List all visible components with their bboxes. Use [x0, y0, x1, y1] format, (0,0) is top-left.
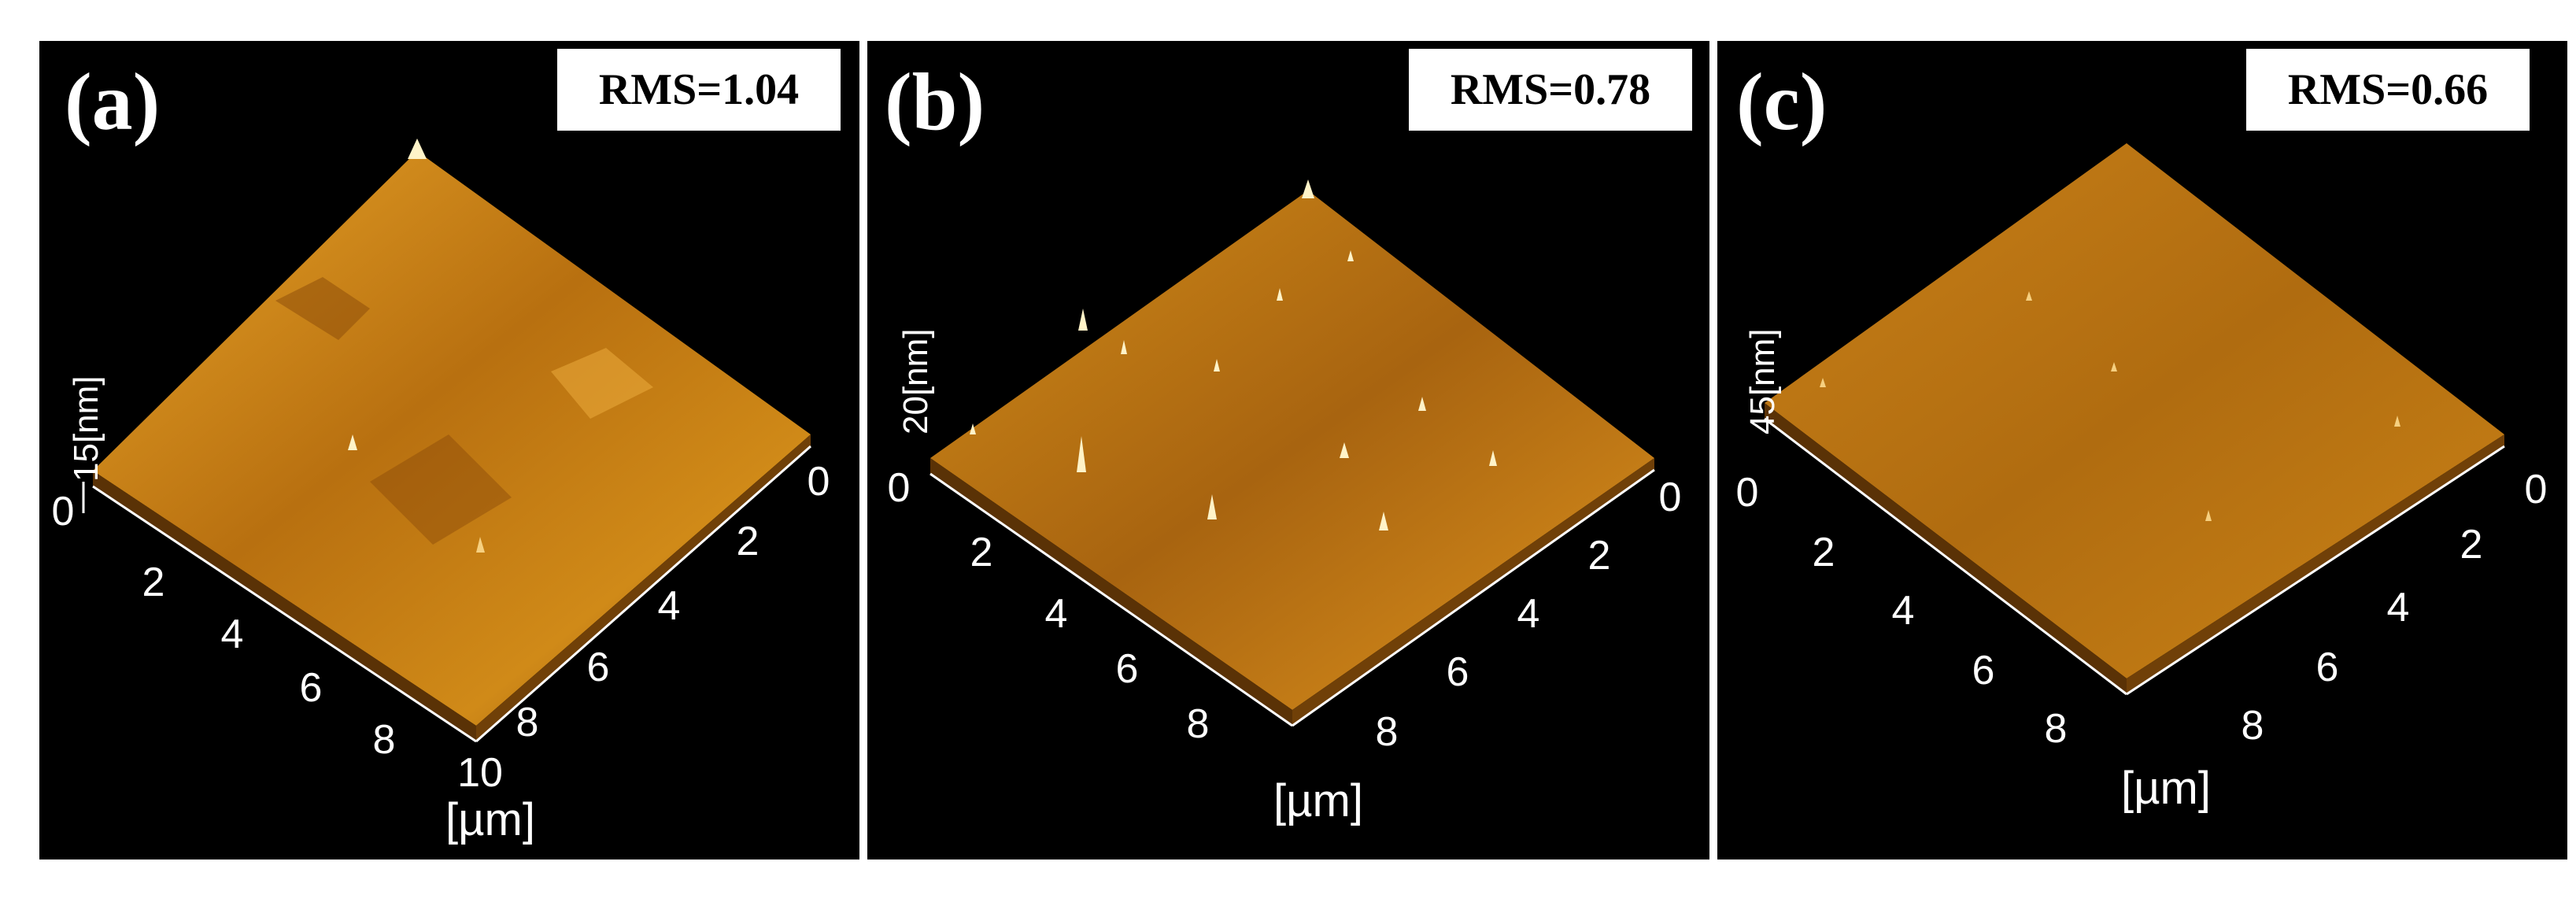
x-tick: 4 — [1891, 588, 1915, 634]
x-tick: 2 — [142, 560, 165, 605]
panel-label: (b) — [885, 57, 985, 147]
afm-panel-a: (a) RMS=1.04 15[nm] 0 2 4 6 8 10 0 2 4 6… — [39, 41, 859, 859]
x-tick: 8 — [1186, 701, 1210, 747]
x-tick: 8 — [372, 717, 396, 763]
x-tick: 6 — [299, 665, 323, 711]
y-tick: 4 — [1517, 591, 1540, 637]
x-tick: 2 — [970, 530, 993, 575]
x-tick: 6 — [1115, 646, 1139, 692]
afm-surface-a — [82, 139, 811, 743]
afm-surface-c — [1764, 143, 2505, 696]
x-tick: 2 — [1812, 530, 1835, 575]
y-tick: 6 — [2315, 645, 2339, 690]
y-tick: 2 — [736, 519, 759, 564]
rms-value: RMS=0.66 — [2246, 49, 2530, 131]
x-tick: 6 — [1972, 648, 1995, 693]
rms-value: RMS=0.78 — [1409, 49, 1692, 131]
unit-label: [µm] — [445, 794, 535, 845]
z-zero-tick: 0 — [1735, 470, 1759, 516]
z-zero-tick: 0 — [887, 465, 911, 511]
z-axis-label: 20[nm] — [896, 328, 935, 434]
y-tick: 8 — [1375, 709, 1399, 755]
rms-value: RMS=1.04 — [557, 49, 841, 131]
y-tick: 0 — [807, 459, 830, 505]
y-tick: 4 — [657, 583, 681, 629]
y-tick: 6 — [586, 645, 610, 690]
afm-surface-b — [930, 179, 1655, 727]
unit-label: [µm] — [1273, 775, 1363, 826]
panel-label: (a) — [65, 57, 161, 147]
y-tick: 0 — [1658, 475, 1682, 520]
x-tick: 4 — [220, 612, 244, 657]
unit-label: [µm] — [2121, 763, 2211, 814]
panel-label: (c) — [1736, 57, 1828, 147]
y-tick: 2 — [1587, 533, 1611, 579]
x-tick: 8 — [2044, 706, 2068, 752]
y-tick: 0 — [2524, 467, 2548, 512]
x-tick: 10 — [457, 750, 503, 796]
y-tick: 8 — [2241, 703, 2264, 749]
afm-panel-c: (c) RMS=0.66 45[nm] 0 2 4 6 8 0 2 4 6 8 … — [1717, 41, 2567, 859]
x-tick: 4 — [1044, 591, 1068, 637]
z-axis-label: 45[nm] — [1743, 328, 1782, 434]
y-tick: 4 — [2386, 585, 2410, 630]
z-zero-tick: 0 — [51, 489, 75, 534]
y-tick: 6 — [1446, 649, 1469, 695]
y-tick: 2 — [2460, 522, 2483, 567]
afm-panel-b: (b) RMS=0.78 20[nm] 0 2 4 6 8 0 2 4 6 8 … — [867, 41, 1709, 859]
z-axis-label: 15[nm] — [67, 375, 105, 482]
y-tick: 8 — [516, 700, 539, 745]
